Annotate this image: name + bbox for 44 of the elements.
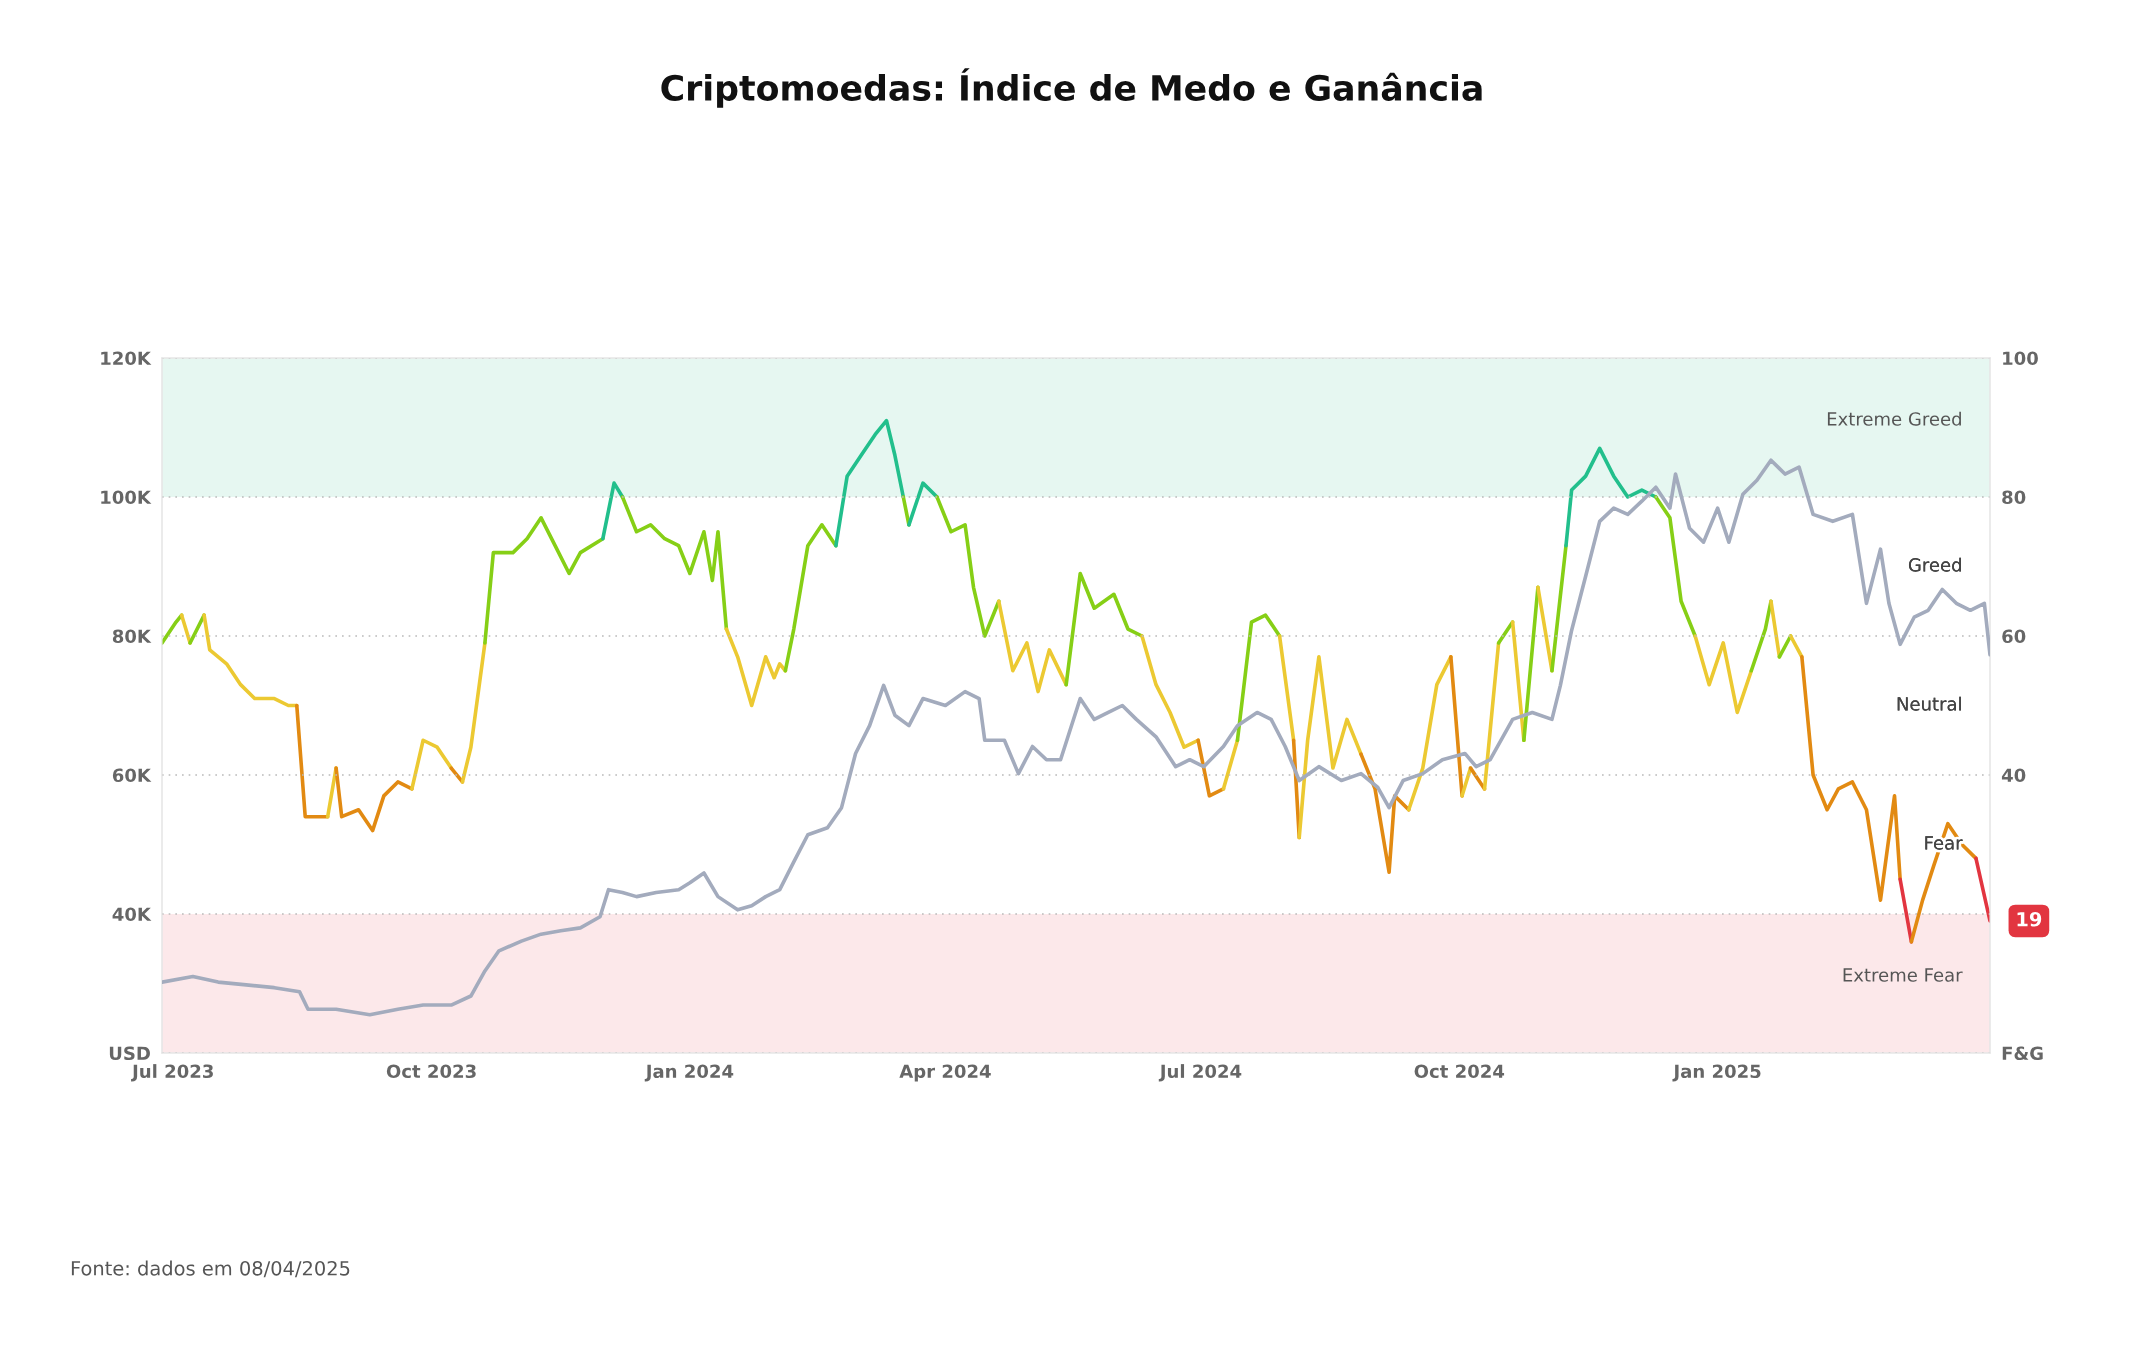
x-tick-label: Jul 2023 [131, 1064, 213, 1082]
line-series [1064, 571, 1144, 687]
line-series [410, 738, 454, 791]
x-tick-label: Jan 2024 [644, 1064, 734, 1082]
y2-tick-label: 60 [2002, 629, 2026, 644]
line-series [334, 766, 414, 833]
source-note: Fonte: dados em 08/04/2025 [71, 1260, 350, 1278]
annotation: Greed [1908, 557, 1961, 572]
band-label: Extreme Fear [1843, 968, 1963, 982]
line-series [783, 522, 838, 673]
line-series [834, 418, 906, 548]
line-series [1693, 634, 1754, 715]
y-tick-label: 120K [101, 351, 152, 366]
line-series [1654, 495, 1697, 638]
chart-title: Criptomoedas: Índice de Medo e Ganância [661, 68, 1482, 108]
line-series [162, 458, 1990, 1017]
y-tick-label: 80K [112, 629, 152, 644]
y-tick-label: 40K [112, 907, 152, 922]
y-tick-label: 60K [112, 768, 152, 783]
annotation: Neutral [1897, 696, 1961, 711]
line-series [1406, 655, 1453, 812]
line-series [483, 516, 605, 645]
x-tick-label: Oct 2023 [386, 1064, 476, 1079]
y-tick-label: 100K [101, 490, 152, 505]
band-label: Extreme Greed [1827, 411, 1961, 426]
line-series [996, 599, 1068, 694]
line-series [620, 495, 729, 631]
line-series [1297, 655, 1363, 840]
x-tick-label: Apr 2024 [899, 1064, 991, 1082]
y2-tick-label: F&G [2002, 1046, 2043, 1061]
y2-tick-label: 40 [2001, 768, 2026, 783]
text: 19 [2017, 911, 2042, 927]
y-tick-label: USD [109, 1046, 150, 1061]
line-series [935, 495, 1001, 638]
line-series [1359, 752, 1411, 875]
x-tick-label: Oct 2024 [1414, 1064, 1505, 1079]
x-tick-label: Jan 2025 [1672, 1064, 1761, 1082]
line-series [1909, 821, 1978, 944]
y2-tick-label: 80 [2002, 490, 2026, 505]
y2-tick-label: 100 [2003, 351, 2038, 366]
line-series [1235, 613, 1282, 743]
line-series [1564, 446, 1658, 548]
line-series [1140, 634, 1200, 750]
x-tick-label: Jul 2024 [1158, 1064, 1242, 1082]
